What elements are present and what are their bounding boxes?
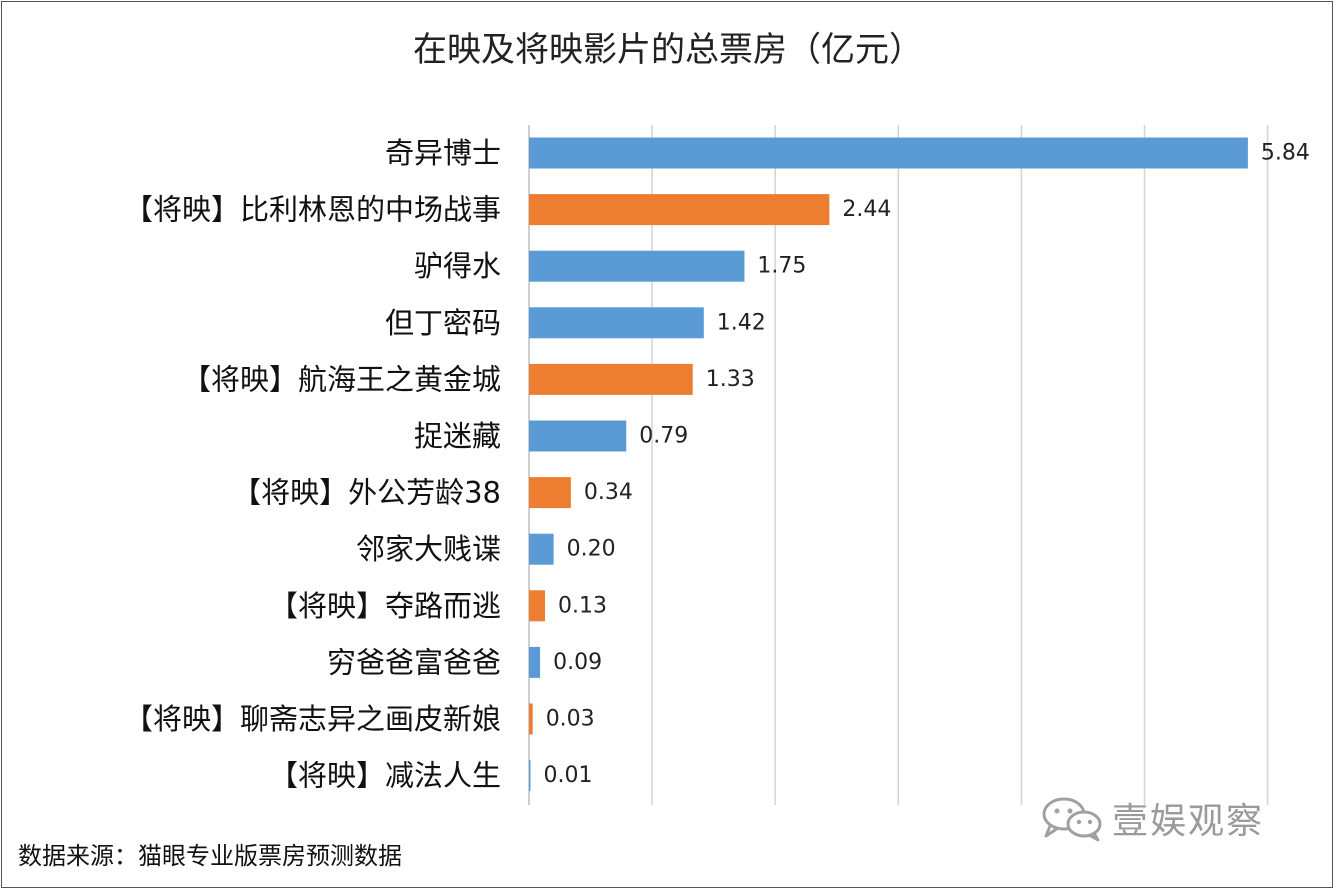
value-label: 0.01 <box>544 763 593 788</box>
category-label: 【将映】航海王之黄金城 <box>182 362 501 396</box>
category-label: 【将映】聊斋志异之画皮新娘 <box>124 702 501 736</box>
value-label: 0.34 <box>584 480 633 505</box>
category-label: 【将映】比利林恩的中场战事 <box>124 193 501 227</box>
category-label: 【将映】减法人生 <box>269 759 501 793</box>
bar <box>529 307 704 339</box>
bar <box>529 477 571 509</box>
bar <box>529 760 531 792</box>
wechat-icon <box>1042 797 1102 842</box>
category-label: 【将映】外公芳龄38 <box>232 476 501 510</box>
bar <box>529 363 693 395</box>
category-label: 捉迷藏 <box>414 419 501 453</box>
bar <box>529 646 541 678</box>
watermark: 壹娱观察 <box>1040 792 1264 844</box>
value-label: 0.79 <box>639 424 688 449</box>
bar <box>529 590 546 622</box>
bar <box>529 250 745 282</box>
bar <box>529 194 830 226</box>
bar <box>529 703 533 735</box>
category-label: 驴得水 <box>414 249 501 283</box>
value-label: 2.44 <box>842 197 891 222</box>
value-label: 1.75 <box>757 254 806 279</box>
value-label: 1.42 <box>717 310 766 335</box>
value-label: 0.20 <box>567 537 616 562</box>
category-label: 穷爸爸富爸爸 <box>327 645 501 679</box>
value-label: 0.03 <box>546 707 595 732</box>
category-label: 邻家大贱谍 <box>356 532 501 566</box>
value-label: 1.33 <box>706 367 755 392</box>
value-label: 0.13 <box>558 593 607 618</box>
value-label: 5.84 <box>1261 141 1310 166</box>
category-label: 奇异博士 <box>385 136 501 170</box>
bar <box>529 137 1248 169</box>
bar <box>529 533 554 565</box>
category-label: 但丁密码 <box>385 306 501 340</box>
data-source-note: 数据来源：猫眼专业版票房预测数据 <box>18 842 402 870</box>
category-label: 【将映】夺路而逃 <box>269 589 501 623</box>
bar <box>529 420 627 452</box>
value-label: 0.09 <box>553 650 602 675</box>
watermark-text: 壹娱观察 <box>1112 801 1265 842</box>
chart-title: 在映及将映影片的总票房（亿元） <box>413 30 923 70</box>
